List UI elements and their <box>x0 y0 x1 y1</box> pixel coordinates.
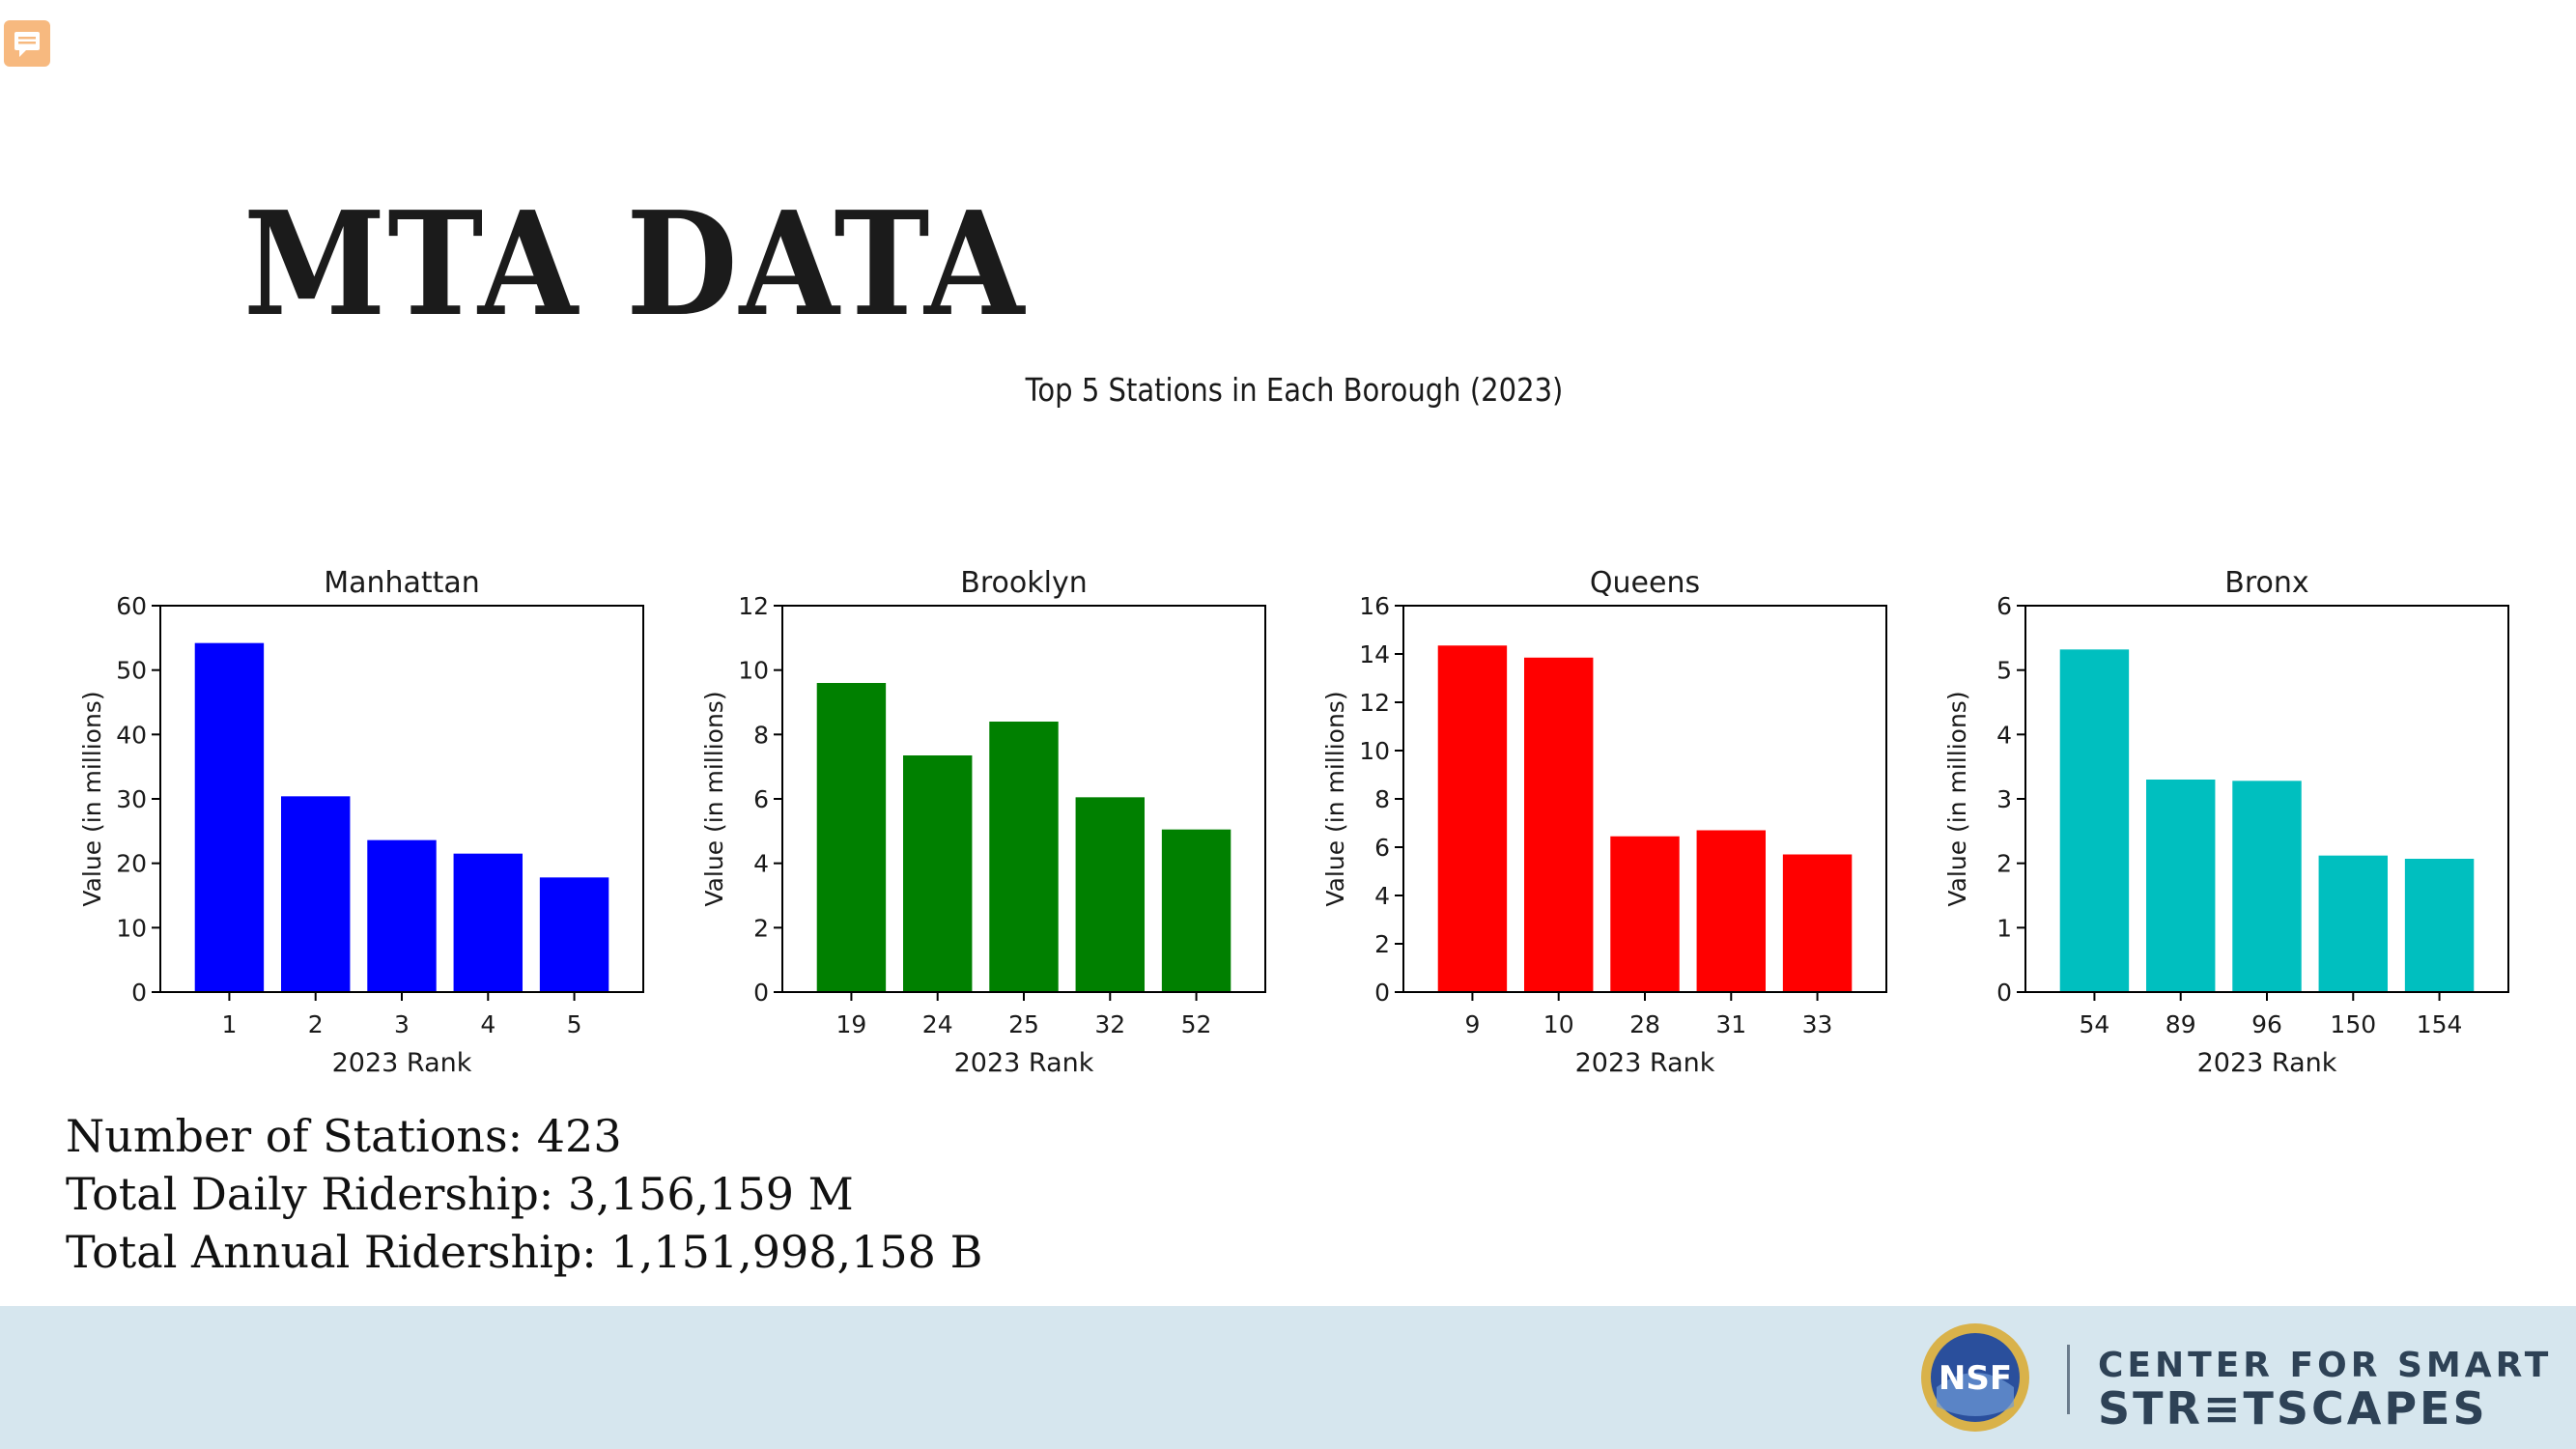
footer-bar: NSF CENTER FOR SMART STR≡TSCAPES <box>0 1306 2576 1449</box>
y-tick-label: 60 <box>116 592 147 620</box>
y-axis-label: Value (in millions) <box>1321 691 1349 906</box>
stat-total-annual-ridership: Total Annual Ridership: 1,151,998,158 B <box>66 1226 983 1278</box>
x-tick-label: 10 <box>1543 1010 1574 1038</box>
chart-title: Queens <box>1590 566 1700 600</box>
bar-brooklyn-25 <box>989 722 1059 992</box>
x-tick-label: 28 <box>1629 1010 1660 1038</box>
y-tick-label: 0 <box>753 979 769 1007</box>
y-tick-label: 50 <box>116 657 147 685</box>
bar-queens-28 <box>1610 836 1680 992</box>
y-axis-label: Value (in millions) <box>1943 691 1971 906</box>
x-tick-label: 96 <box>2251 1010 2282 1038</box>
y-tick-label: 2 <box>753 914 769 942</box>
x-axis-label: 2023 Rank <box>1575 1048 1715 1078</box>
chart-title: Brooklyn <box>960 566 1087 600</box>
y-tick-label: 5 <box>1996 657 2012 685</box>
comment-icon[interactable] <box>4 20 50 67</box>
figure-title: Top 5 Stations in Each Borough (2023) <box>1025 371 1564 409</box>
y-tick-label: 6 <box>753 785 769 813</box>
y-axis-label: Value (in millions) <box>78 691 106 906</box>
x-tick-label: 5 <box>567 1010 582 1038</box>
center-logo-line2: STR≡TSCAPES <box>2098 1382 2488 1435</box>
y-tick-label: 2 <box>1996 850 2012 878</box>
y-tick-label: 12 <box>1359 689 1390 717</box>
y-tick-label: 1 <box>1996 914 2012 942</box>
slide-title: MTA DATA <box>243 180 1027 348</box>
bar-manhattan-1 <box>194 642 265 992</box>
footer-divider <box>2067 1345 2070 1414</box>
bar-bronx-89 <box>2146 780 2216 992</box>
y-tick-label: 20 <box>116 850 147 878</box>
y-axis-label: Value (in millions) <box>700 691 728 906</box>
x-tick-label: 31 <box>1715 1010 1746 1038</box>
center-logo: CENTER FOR SMART STR≡TSCAPES <box>2098 1346 2553 1435</box>
x-tick-label: 89 <box>2166 1010 2196 1038</box>
chart-title: Bronx <box>2224 566 2308 600</box>
x-tick-label: 154 <box>2417 1010 2463 1038</box>
x-tick-label: 150 <box>2330 1010 2376 1038</box>
y-tick-label: 2 <box>1374 930 1390 958</box>
x-tick-label: 52 <box>1181 1010 1212 1038</box>
y-tick-label: 30 <box>116 785 147 813</box>
x-tick-label: 4 <box>480 1010 495 1038</box>
y-tick-label: 8 <box>753 721 769 749</box>
bar-manhattan-2 <box>281 796 351 992</box>
nsf-logo: NSF <box>1921 1323 2029 1432</box>
y-tick-label: 16 <box>1359 592 1390 620</box>
bar-bronx-96 <box>2232 781 2302 992</box>
y-tick-label: 0 <box>131 979 147 1007</box>
bar-queens-9 <box>1437 645 1508 992</box>
y-tick-label: 6 <box>1996 592 2012 620</box>
y-tick-label: 4 <box>753 850 769 878</box>
bar-bronx-154 <box>2404 859 2475 992</box>
bar-brooklyn-19 <box>816 683 887 992</box>
x-tick-label: 2 <box>308 1010 324 1038</box>
bar-manhattan-4 <box>453 853 523 992</box>
chart-title: Manhattan <box>324 566 480 600</box>
y-tick-label: 4 <box>1996 721 2012 749</box>
bar-brooklyn-52 <box>1161 829 1231 992</box>
y-tick-label: 4 <box>1374 882 1390 910</box>
y-tick-label: 6 <box>1374 834 1390 862</box>
y-tick-label: 40 <box>116 721 147 749</box>
x-tick-label: 32 <box>1094 1010 1125 1038</box>
x-tick-label: 24 <box>922 1010 953 1038</box>
y-tick-label: 0 <box>1996 979 2012 1007</box>
y-tick-label: 10 <box>116 914 147 942</box>
bar-brooklyn-24 <box>903 755 973 992</box>
center-logo-line1: CENTER FOR SMART <box>2098 1346 2553 1385</box>
y-tick-label: 10 <box>1359 737 1390 765</box>
stat-number-of-stations: Number of Stations: 423 <box>66 1110 622 1162</box>
stat-total-daily-ridership: Total Daily Ridership: 3,156,159 M <box>66 1168 854 1220</box>
x-tick-label: 1 <box>221 1010 237 1038</box>
y-tick-label: 0 <box>1374 979 1390 1007</box>
y-tick-label: 8 <box>1374 785 1390 813</box>
bar-manhattan-5 <box>539 877 609 992</box>
x-axis-label: 2023 Rank <box>954 1048 1094 1078</box>
x-tick-label: 54 <box>2080 1010 2110 1038</box>
x-tick-label: 3 <box>394 1010 410 1038</box>
x-tick-label: 9 <box>1464 1010 1480 1038</box>
y-tick-label: 14 <box>1359 640 1390 668</box>
nsf-logo-text: NSF <box>1939 1359 2012 1398</box>
x-tick-label: 19 <box>836 1010 867 1038</box>
bar-bronx-54 <box>2059 649 2130 992</box>
x-tick-label: 33 <box>1802 1010 1833 1038</box>
bar-queens-31 <box>1696 830 1766 992</box>
bar-bronx-150 <box>2318 855 2388 992</box>
bar-brooklyn-32 <box>1075 797 1145 992</box>
y-tick-label: 12 <box>738 592 769 620</box>
x-axis-label: 2023 Rank <box>332 1048 472 1078</box>
y-tick-label: 10 <box>738 657 769 685</box>
y-tick-label: 3 <box>1996 785 2012 813</box>
x-axis-label: 2023 Rank <box>2197 1048 2337 1078</box>
bar-manhattan-3 <box>367 839 437 992</box>
stats-block: Number of Stations: 423 Total Daily Ride… <box>66 1107 982 1281</box>
bar-queens-10 <box>1524 657 1594 992</box>
bar-queens-33 <box>1782 854 1853 992</box>
x-tick-label: 25 <box>1008 1010 1039 1038</box>
